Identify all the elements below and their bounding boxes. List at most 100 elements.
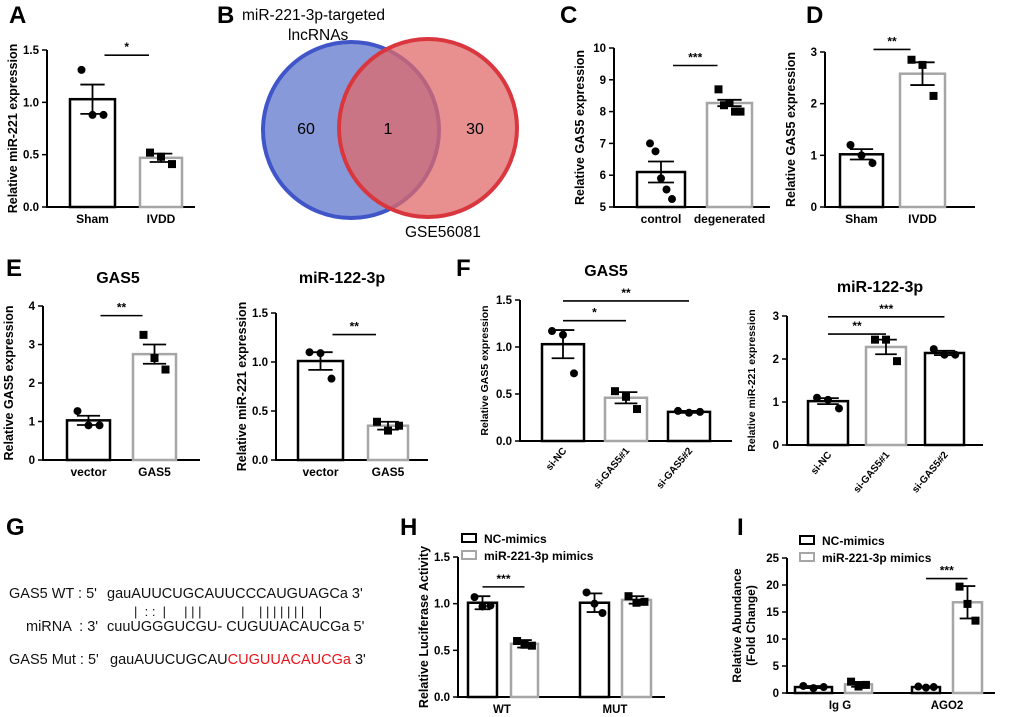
data-point [520, 640, 529, 649]
x-tick-label: si-GAS5#2 [655, 446, 696, 492]
y-tick-label: 6 [600, 170, 606, 182]
data-point [77, 65, 86, 74]
y-axis-label: Relative Abundance [730, 568, 744, 683]
venn-right-title: GSE56081 [405, 224, 481, 241]
x-tick-label: GAS5 [372, 465, 405, 479]
significance-label: * [124, 40, 129, 54]
legend-label: NC-mimics [484, 532, 547, 546]
bar [923, 351, 966, 447]
data-point [624, 592, 633, 601]
data-point [139, 330, 148, 339]
data-point [963, 599, 972, 608]
x-tick-label: si-GAS5#2 [910, 450, 951, 496]
chart-d: 0 1 2 3 Relative GAS5 expression Sham IVDD ** [784, 34, 975, 226]
mut-seq-unchanged: gauAUUCUGCAU [110, 652, 228, 668]
bar [620, 598, 653, 699]
y-tick-label: 1 [29, 417, 36, 429]
data-point [809, 684, 818, 693]
data-point [527, 641, 536, 650]
significance-label: ** [621, 286, 631, 300]
data-point [720, 101, 728, 110]
gas5-mut-label: GAS5 Mut : 5' [9, 652, 99, 668]
y-tick-label: 10 [593, 43, 606, 55]
data-point [150, 353, 159, 362]
data-point [590, 599, 599, 608]
y-tick-label: 2 [773, 354, 779, 366]
venn-circle-right [337, 37, 519, 219]
legend-label: miR-221-3p mimics [484, 549, 594, 563]
bar [705, 101, 754, 209]
panel-label-a: A [9, 2, 27, 29]
x-tick-label: Ig G [829, 700, 851, 712]
y-axis-label: Relative Luciferase Activity [417, 546, 431, 708]
data-point [633, 405, 641, 414]
data-point [799, 681, 808, 690]
x-tick-label: IVDD [908, 212, 937, 226]
data-point [893, 357, 901, 366]
data-point [907, 55, 916, 64]
data-point [646, 139, 654, 148]
panel-label-h: H [400, 514, 418, 541]
y-axis-label: Relative GAS5 expression [573, 50, 587, 205]
x-tick-label: control [641, 212, 682, 226]
x-tick-label: vector [302, 465, 338, 479]
legend-label: miR-221-3p mimics [822, 551, 932, 565]
y-tick-label: 0.0 [496, 436, 512, 448]
data-point [813, 393, 821, 402]
y-tick-label: 4 [29, 301, 36, 313]
data-point [99, 110, 108, 119]
x-tick-label: si-GAS5#1 [592, 446, 633, 492]
venn-left-title-2: lncRNAs [288, 27, 349, 44]
data-point [84, 421, 93, 430]
y-tick-label: 2 [811, 99, 817, 111]
data-point [955, 582, 964, 591]
significance-label: *** [940, 564, 954, 578]
y-axis-label: Relative GAS5 expression [784, 52, 798, 207]
chart-c: 5 6 7 8 9 10 Relative GAS5 expression control de… [573, 43, 770, 226]
chart-title: miR-122-3p [299, 270, 385, 287]
x-tick-label: si-NC [809, 450, 834, 477]
y-tick-label: 7 [600, 138, 606, 150]
y-tick-label: 1.0 [434, 599, 450, 611]
y-tick-label: 25 [766, 553, 779, 565]
panel-label-b: B [217, 2, 235, 29]
panel-label-f: F [456, 255, 471, 282]
data-point [470, 593, 479, 602]
gas5-mut-sequence: gauAUUCUGCAUCUGUUACAUCGa 3' [110, 652, 366, 668]
data-point [73, 407, 82, 416]
y-axis-label: Relative miR-221 expression [235, 302, 249, 472]
y-tick-label: 1.0 [23, 97, 39, 109]
chart-f1: 0.0 0.5 1.0 1.5 Relative GAS5 expression GAS5… [479, 263, 732, 491]
panel-label-e: E [6, 255, 23, 282]
y-tick-label: 0 [29, 455, 35, 467]
data-point [327, 374, 336, 383]
x-tick-label: GAS5 [138, 465, 171, 479]
y-tick-label: 1.5 [496, 295, 513, 307]
data-point [651, 147, 660, 156]
data-point [582, 588, 591, 597]
y-tick-label: 10 [766, 634, 779, 646]
chart-title: GAS5 [584, 263, 628, 280]
significance-label: ** [117, 301, 127, 315]
data-point [384, 426, 392, 435]
data-point [725, 99, 734, 108]
x-tick-label: degenerated [694, 212, 765, 226]
y-axis-label-2: (Fold Change) [744, 585, 758, 666]
data-point [929, 345, 938, 354]
y-tick-label: 0.5 [23, 150, 40, 162]
y-tick-label: 0.5 [496, 389, 513, 401]
y-tick-label: 9 [600, 75, 606, 87]
gas5-wt-label: GAS5 WT : 5' [9, 586, 97, 602]
data-point [657, 174, 665, 183]
panel-label-c: C [560, 2, 578, 29]
significance-label: *** [879, 302, 893, 316]
data-point [914, 682, 923, 691]
data-point [922, 683, 930, 692]
data-point [847, 677, 856, 686]
y-tick-label: 3 [29, 340, 35, 352]
data-point [871, 335, 879, 344]
chart-i: 0 5 10 15 20 25 Relative Abundance (Fold Change… [730, 534, 995, 712]
venn-left-count: 60 [297, 121, 315, 138]
bar [838, 153, 885, 209]
